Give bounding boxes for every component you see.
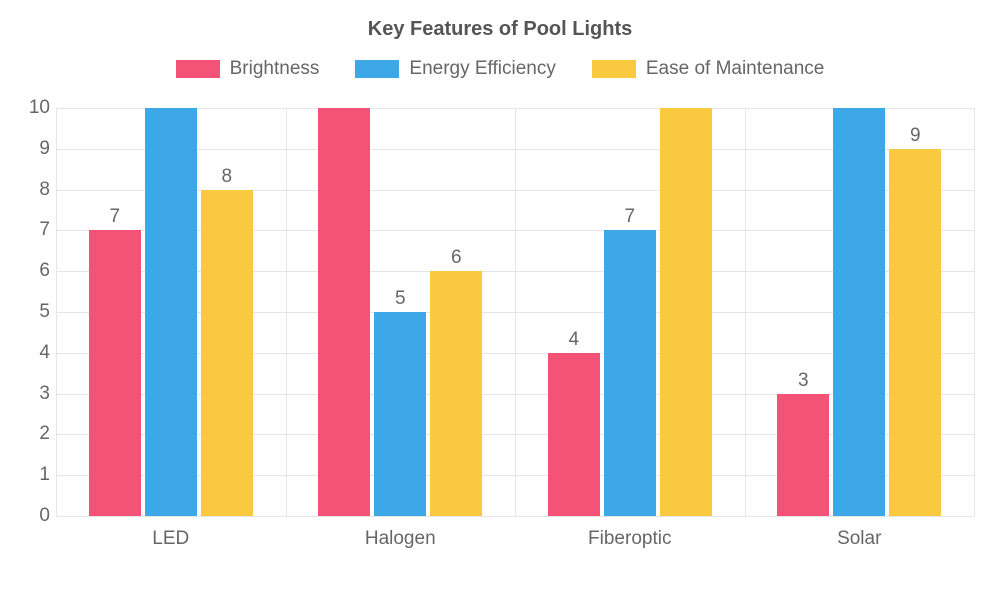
bar-value-label: 7 bbox=[109, 206, 120, 228]
category-divider bbox=[515, 108, 516, 516]
category-divider bbox=[974, 108, 975, 516]
legend-item-energy: Energy Efficiency bbox=[355, 58, 555, 80]
bar bbox=[777, 394, 829, 516]
bar-value-label: 9 bbox=[910, 125, 921, 147]
legend-swatch-brightness bbox=[176, 60, 220, 78]
y-tick-label: 7 bbox=[14, 219, 50, 241]
y-tick-label: 3 bbox=[14, 383, 50, 405]
bar-value-label: 7 bbox=[624, 206, 635, 228]
y-tick-label: 1 bbox=[14, 464, 50, 486]
category-divider bbox=[286, 108, 287, 516]
bar bbox=[318, 108, 370, 516]
y-tick-label: 6 bbox=[14, 260, 50, 282]
x-tick-label: Fiberoptic bbox=[588, 528, 671, 550]
bar bbox=[430, 271, 482, 516]
bar-value-label: 6 bbox=[451, 247, 462, 269]
y-tick-label: 0 bbox=[14, 505, 50, 527]
bar bbox=[201, 190, 253, 516]
x-tick-label: Solar bbox=[837, 528, 881, 550]
legend-swatch-maintenance bbox=[592, 60, 636, 78]
category-divider bbox=[56, 108, 57, 516]
category-divider bbox=[745, 108, 746, 516]
legend-label-energy: Energy Efficiency bbox=[409, 58, 555, 80]
legend-label-maintenance: Ease of Maintenance bbox=[646, 58, 825, 80]
y-tick-label: 5 bbox=[14, 301, 50, 323]
bar-value-label: 8 bbox=[221, 166, 232, 188]
bar-value-label: 5 bbox=[395, 288, 406, 310]
y-tick-label: 2 bbox=[14, 423, 50, 445]
bar bbox=[89, 230, 141, 516]
legend-label-brightness: Brightness bbox=[230, 58, 320, 80]
bar bbox=[833, 108, 885, 516]
bar bbox=[548, 353, 600, 516]
y-tick-label: 4 bbox=[14, 342, 50, 364]
bar-value-label: 4 bbox=[568, 329, 579, 351]
chart-container: Key Features of Pool Lights Brightness E… bbox=[0, 0, 1000, 600]
chart-title: Key Features of Pool Lights bbox=[0, 18, 1000, 41]
y-tick-label: 10 bbox=[14, 97, 50, 119]
legend-swatch-energy bbox=[355, 60, 399, 78]
legend: Brightness Energy Efficiency Ease of Mai… bbox=[0, 58, 1000, 80]
legend-item-maintenance: Ease of Maintenance bbox=[592, 58, 825, 80]
bar bbox=[145, 108, 197, 516]
x-tick-label: LED bbox=[152, 528, 189, 550]
x-axis-labels: LED Halogen Fiberoptic Solar bbox=[56, 528, 974, 558]
bar bbox=[660, 108, 712, 516]
legend-item-brightness: Brightness bbox=[176, 58, 320, 80]
bar bbox=[374, 312, 426, 516]
y-tick-label: 9 bbox=[14, 138, 50, 160]
x-tick-label: Halogen bbox=[365, 528, 436, 550]
bar-value-label: 3 bbox=[798, 370, 809, 392]
bar bbox=[604, 230, 656, 516]
y-tick-label: 8 bbox=[14, 179, 50, 201]
x-axis-line bbox=[56, 516, 974, 517]
plot-area: 01234567891078564739 bbox=[56, 108, 974, 516]
bar bbox=[889, 149, 941, 516]
